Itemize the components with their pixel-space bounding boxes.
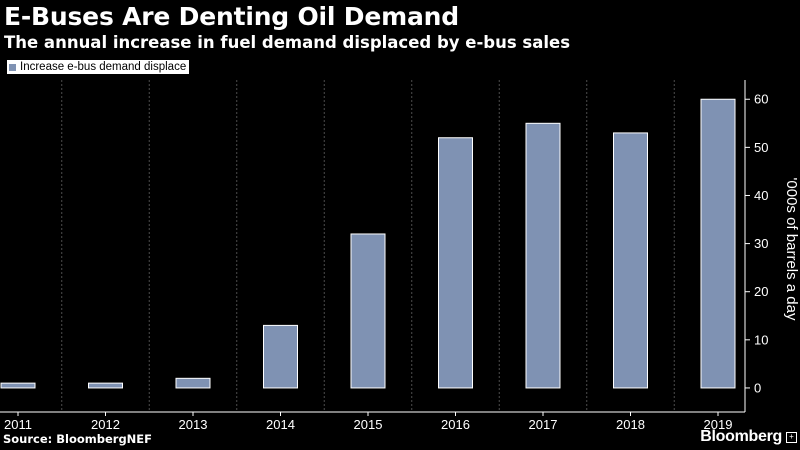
bar-2011 [0,382,36,389]
x-tick-label: 2013 [179,417,208,432]
y-axis-label: '000s of barrels a day [783,178,800,321]
x-tick-label: 2018 [616,417,645,432]
bar-2018 [613,132,648,389]
legend-swatch [9,63,16,71]
bar-2013 [175,377,211,389]
x-tick-label: 2012 [91,417,120,432]
bar-2012 [88,382,123,389]
y-tick-label: 60 [754,92,768,107]
bar-2016 [438,137,473,389]
x-tick-label: 2014 [266,417,295,432]
bloomberg-mark-icon: + [786,432,797,443]
x-tick-label: 2019 [704,417,733,432]
chart-title: E-Buses Are Denting Oil Demand [4,2,459,31]
legend-label: Increase e-bus demand displace [20,61,187,73]
bar-2015 [350,233,386,389]
chart-subtitle: The annual increase in fuel demand displ… [4,33,571,52]
y-tick-label: 30 [754,236,768,251]
x-tick-label: 2011 [4,417,32,432]
source-note: Source: BloombergNEF [3,432,153,446]
bar-2014 [263,324,298,389]
x-tick-label: 2015 [354,417,383,432]
x-tick-label: 2017 [529,417,558,432]
y-tick-label: 40 [754,188,768,203]
legend: Increase e-bus demand displace [7,60,190,74]
y-tick-label: 50 [754,140,768,155]
y-tick-label: 0 [754,380,761,395]
y-tick-label: 20 [754,284,768,299]
x-tick-label: 2016 [441,417,470,432]
y-tick-label: 10 [754,332,768,347]
brand-logo: Bloomberg [700,428,782,445]
bar-2019 [700,98,736,389]
bar-2017 [525,122,561,389]
